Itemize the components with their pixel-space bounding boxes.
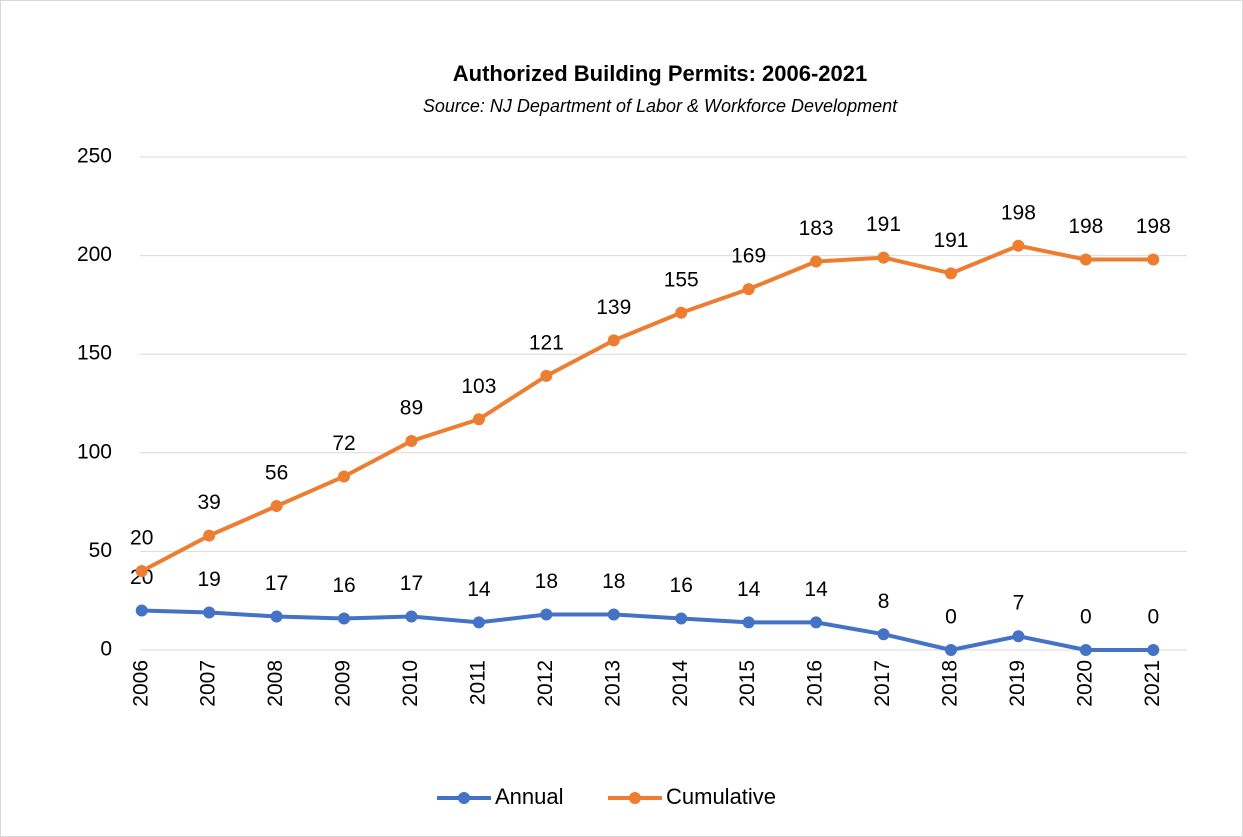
data-label: 20 [130, 527, 153, 550]
data-point [607, 334, 620, 347]
data-point [135, 604, 148, 617]
chart-subtitle: Source: NJ Department of Labor & Workfor… [423, 96, 898, 116]
data-label: 155 [664, 268, 699, 291]
x-tick-label: 2018 [939, 660, 962, 707]
data-point [405, 610, 418, 623]
x-tick-label: 2017 [871, 660, 894, 707]
x-tick-label: 2008 [264, 660, 287, 707]
data-label: 17 [265, 572, 288, 595]
data-point [675, 306, 688, 319]
data-label: 121 [529, 331, 564, 354]
chart-title: Authorized Building Permits: 2006-2021 [453, 61, 867, 86]
data-point [270, 500, 283, 513]
data-label: 19 [197, 568, 220, 591]
x-tick-label: 2020 [1073, 660, 1096, 707]
data-point [270, 610, 283, 623]
data-point [810, 255, 823, 268]
data-point [135, 565, 148, 578]
data-label: 183 [799, 217, 834, 240]
data-label: 14 [737, 578, 761, 601]
data-point [1147, 253, 1160, 266]
data-label: 191 [933, 229, 968, 252]
x-tick-label: 2021 [1141, 660, 1164, 707]
y-tick-label: 0 [100, 638, 112, 661]
data-label: 14 [467, 578, 491, 601]
x-tick-label: 2013 [601, 660, 624, 707]
y-tick-label: 250 [77, 145, 112, 168]
y-tick-label: 150 [77, 342, 112, 365]
data-label: 72 [332, 432, 355, 455]
data-label: 14 [804, 578, 828, 601]
data-label: 0 [1080, 606, 1092, 629]
data-point [1012, 239, 1025, 252]
x-tick-label: 2011 [466, 660, 489, 705]
x-tick-label: 2007 [197, 660, 220, 707]
x-tick-label: 2015 [736, 660, 759, 707]
data-point [338, 470, 351, 483]
data-label: 8 [878, 590, 890, 613]
data-point [1012, 630, 1025, 643]
data-point [742, 616, 755, 629]
data-label: 103 [461, 375, 496, 398]
data-label: 18 [535, 570, 558, 593]
data-label: 89 [400, 397, 423, 420]
data-point [540, 608, 553, 621]
data-point [1079, 253, 1092, 266]
data-label: 18 [602, 570, 625, 593]
data-label: 198 [1068, 215, 1103, 238]
data-point [675, 612, 688, 625]
legend-marker [629, 792, 641, 804]
data-label: 39 [197, 491, 220, 514]
data-label: 56 [265, 462, 288, 485]
data-label: 198 [1001, 201, 1036, 224]
data-point [203, 606, 216, 619]
x-tick-label: 2014 [669, 660, 692, 707]
series-line [140, 243, 1154, 573]
data-label: 16 [670, 574, 693, 597]
legend-label: Annual [495, 784, 564, 809]
data-point [472, 616, 485, 629]
data-label: 0 [1147, 606, 1159, 629]
series-line [141, 608, 1154, 652]
legend-marker [458, 792, 470, 804]
x-tick-label: 2009 [332, 660, 355, 707]
data-point [405, 434, 418, 447]
data-label: 16 [332, 574, 355, 597]
data-label: 191 [866, 213, 901, 236]
data-point [203, 529, 216, 542]
data-label: 198 [1136, 215, 1171, 238]
data-point [810, 616, 823, 629]
data-label: 17 [400, 572, 423, 595]
data-point [742, 283, 755, 296]
data-point [944, 644, 957, 656]
y-tick-label: 50 [89, 539, 112, 562]
data-point [877, 251, 890, 264]
data-label: 7 [1013, 592, 1025, 615]
data-label: 0 [945, 606, 957, 629]
data-point [1147, 644, 1160, 656]
x-tick-label: 2016 [804, 660, 827, 707]
y-tick-label: 100 [77, 440, 112, 463]
data-label: 169 [731, 245, 766, 268]
data-point [944, 267, 957, 280]
data-point [540, 369, 553, 382]
data-point [877, 628, 890, 641]
x-tick-label: 2010 [399, 660, 422, 707]
data-label: 139 [596, 296, 631, 319]
y-tick-label: 200 [77, 243, 112, 266]
x-tick-label: 2019 [1006, 660, 1029, 707]
data-point [1079, 644, 1092, 656]
x-tick-label: 2006 [129, 660, 152, 707]
data-point [338, 612, 351, 625]
data-point [607, 608, 620, 621]
x-tick-label: 2012 [534, 660, 557, 707]
legend-label: Cumulative [666, 784, 776, 809]
data-point [472, 413, 485, 426]
